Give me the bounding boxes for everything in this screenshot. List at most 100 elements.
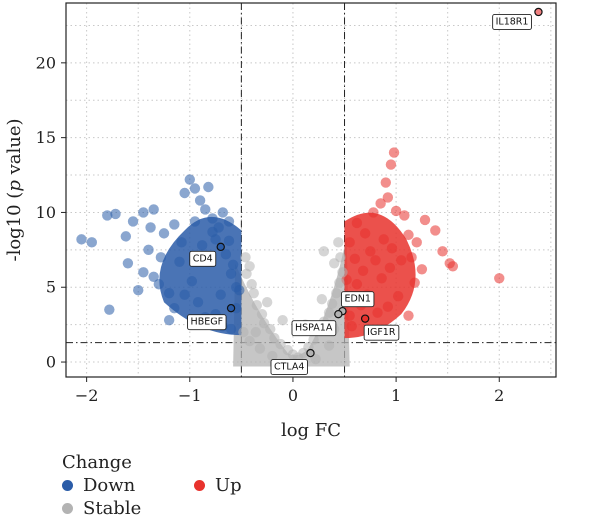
x-tick-label: −2 [75,386,99,405]
highlight-point-il18r1 [534,7,543,17]
y-axis-title-prefix: -log10 ( [4,192,25,262]
data-point-up [411,237,422,248]
legend-label-stable: Stable [83,498,142,519]
x-tick-label: −1 [178,386,202,405]
highlighted-genes [216,7,543,358]
data-point-up [372,307,383,318]
data-point-up [382,192,394,203]
legend-item-up: Up [194,475,314,496]
data-point-up [365,246,376,257]
data-point-up [399,210,410,221]
legend-label-down: Down [83,475,136,496]
x-tick-label: 0 [288,386,298,405]
data-point-up [376,273,387,284]
x-axis-title: log FC [281,420,341,441]
gene-label-text: IL18R1 [496,16,529,27]
gene-label-text: HSPA1A [295,323,333,334]
data-point-up [416,264,428,275]
data-point-stable [277,314,288,326]
data-point-down [148,204,159,215]
gene-label-box [187,314,227,331]
data-point-down [104,304,115,315]
legend-item-down: Down [62,475,194,496]
legend-label-up: Up [215,475,242,496]
data-point-down [145,222,156,233]
data-point-down [86,237,97,248]
data-point-up [430,225,441,236]
data-point-up [390,205,402,217]
data-point-down [138,267,149,278]
data-point-down [122,258,134,269]
data-point-up [403,310,414,321]
data-point-up [359,228,371,239]
gene-label-text: EDN1 [344,294,370,305]
data-point-stable [246,279,257,290]
data-point-up [403,229,414,241]
data-point-stable [240,252,251,263]
data-point-stable [308,334,319,345]
data-point-down [120,231,132,242]
gene-label-box [291,320,337,337]
gene-label-text: IGF1R [367,327,396,338]
highlight-point-ctla4 [306,348,315,358]
gene-label-igf1r: IGF1R [363,324,400,341]
highlight-point-hbegf [226,303,236,313]
threshold-lines [66,3,556,377]
data-point-up [385,159,397,170]
data-point-up [357,265,369,276]
data-point-stable [323,340,335,351]
gene-label-ctla4: CTLA4 [270,359,308,376]
data-point-stable [254,343,266,354]
y-tick-label: 0 [46,353,56,372]
data-point-down [184,174,195,185]
data-point-down [220,249,232,260]
gene-label-text: HBEGF [191,317,224,328]
data-point-down [196,240,208,251]
data-point-down [179,187,190,199]
data-point-stable [267,350,278,362]
data-point-stable [275,338,286,350]
legend-title: Change [62,452,132,473]
data-point-down [179,289,190,300]
data-point-down [189,183,201,194]
data-point-up [370,255,381,266]
data-point-down [227,259,239,270]
data-point-up [396,255,407,266]
data-point-down [215,289,226,300]
data-point-down [225,268,237,279]
data-point-up [351,279,363,290]
data-point-up [378,234,389,245]
data-point-up [386,243,398,254]
data-point-down [225,323,237,335]
plot-frame [65,2,557,378]
highlight-point-igf1r [360,314,370,323]
data-point-down [76,234,87,245]
data-point-up [344,310,355,321]
data-point-up [437,246,448,257]
data-point-down [217,207,228,218]
gene-label-edn1: EDN1 [341,291,375,308]
data-point-stable [251,299,263,311]
data-point-up [494,273,505,284]
legend-item-stable: Stable [62,498,194,519]
data-point-stable [248,288,259,299]
data-point-stable [250,326,262,338]
data-point-down [176,237,187,248]
data-point-down [192,297,204,308]
data-point-down [127,216,139,227]
data-point-down [153,279,165,290]
data-point-up [419,214,431,226]
data-point-up [447,261,459,272]
data-point-stable [334,277,345,288]
data-point-up [375,198,386,209]
data-point-down [207,226,218,238]
data-point-up [349,253,361,265]
data-point-down [207,213,218,224]
data-point-up [392,291,404,302]
data-point-stable [256,308,268,320]
data-point-up [406,252,417,263]
data-point-down [200,204,211,215]
data-point-stable [323,307,335,318]
volcano-plot: IL18R1 CD4 HBEGF EDN1 HSPA1A IGF1R CTLA4 −2 −1 0… [4,2,557,441]
